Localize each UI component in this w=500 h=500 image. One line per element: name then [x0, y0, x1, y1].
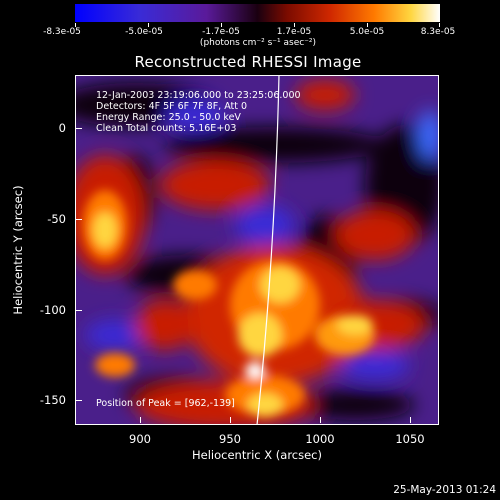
- peak-position-label: Position of Peak = [962,-139]: [96, 398, 235, 409]
- y-tick-label: -50: [47, 212, 66, 226]
- x-axis-title: Heliocentric X (arcsec): [192, 448, 322, 462]
- colorbar-tick-label: 1.7e-05: [276, 27, 312, 37]
- y-tick-label: -100: [39, 303, 66, 317]
- y-tick-label: 0: [58, 121, 66, 135]
- reconstructed-image: [75, 75, 439, 425]
- y-tick: [76, 128, 82, 129]
- y-axis-title: Heliocentric Y (arcsec): [11, 185, 25, 315]
- x-tick: [320, 417, 321, 423]
- x-tick-label: 1050: [395, 432, 425, 446]
- colorbar-tick: [148, 23, 149, 27]
- y-tick: [76, 219, 82, 220]
- colorbar-unit-label: (photons cm⁻² s⁻¹ asec⁻²): [199, 38, 317, 48]
- time-range-label: 12-Jan-2003 23:19:06.000 to 23:25:06.000: [96, 90, 301, 101]
- y-tick-label: -150: [39, 393, 66, 407]
- colorbar-tick: [221, 23, 222, 27]
- algorithm-label: Clean Total counts: 5.16E+03: [96, 123, 237, 134]
- plot-title: Reconstructed RHESSI Image: [134, 53, 362, 71]
- colorbar-tick-label: -8.3e-05: [43, 27, 81, 37]
- x-tick: [140, 417, 141, 423]
- colorbar-tick: [75, 23, 76, 27]
- colorbar-tick: [294, 23, 295, 27]
- x-tick: [230, 417, 231, 423]
- colorbar-tick-label: 5.0e-05: [349, 27, 385, 37]
- x-tick-label: 950: [219, 432, 241, 446]
- colorbar-tick-label: -1.7e-05: [202, 27, 240, 37]
- y-tick: [76, 400, 82, 401]
- colorbar: [75, 4, 440, 22]
- colorbar-tick: [439, 23, 440, 27]
- x-tick: [410, 417, 411, 423]
- generation-timestamp: 25-May-2013 01:24: [393, 484, 496, 496]
- colorbar-tick: [367, 23, 368, 27]
- x-tick-label: 1000: [305, 432, 335, 446]
- x-tick-label: 900: [129, 432, 151, 446]
- colorbar-tick-label: -5.0e-05: [125, 27, 163, 37]
- y-tick: [76, 310, 82, 311]
- image-panel: [75, 75, 439, 425]
- energy-range-label: Energy Range: 25.0 - 50.0 keV: [96, 112, 241, 123]
- colorbar-tick-label: 8.3e-05: [420, 27, 456, 37]
- detectors-label: Detectors: 4F 5F 6F 7F 8F, Att 0: [96, 101, 248, 112]
